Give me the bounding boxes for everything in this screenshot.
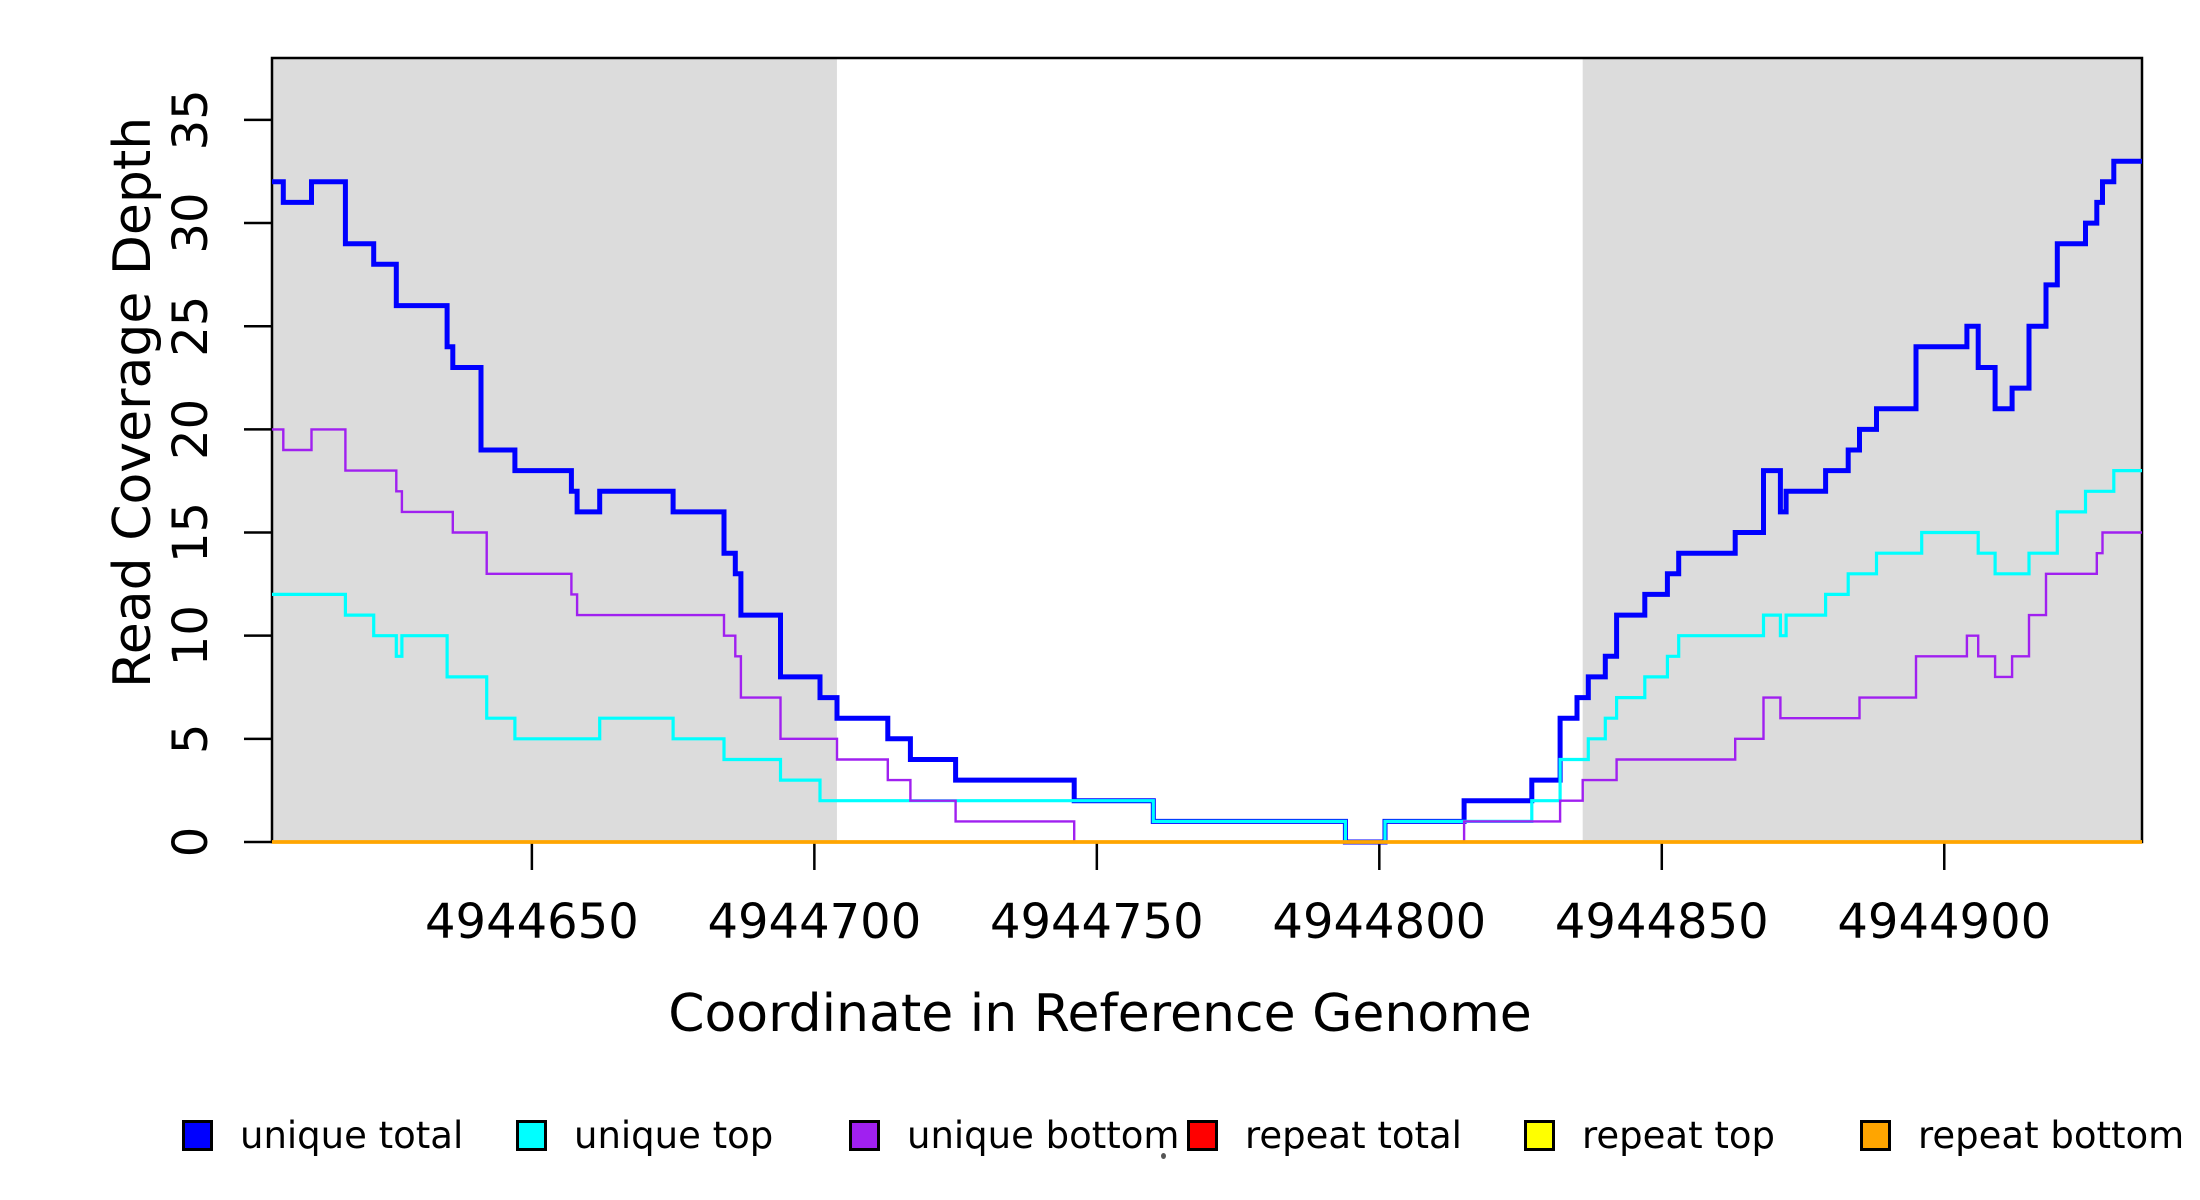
legend-item-unique-total: unique total: [182, 1108, 463, 1162]
y-tick-label: 10: [163, 605, 219, 666]
repeat-top-swatch-icon: [1524, 1119, 1555, 1151]
unique-bottom-swatch-icon: [849, 1119, 880, 1151]
shaded-region-0: [272, 58, 837, 842]
unique-total-swatch-icon: [182, 1119, 213, 1151]
repeat-bottom-swatch-icon: [1860, 1119, 1891, 1151]
x-tick-label: 4944650: [425, 894, 639, 950]
x-tick-label: 4944850: [1555, 894, 1769, 950]
x-tick-label: 4944900: [1837, 894, 2051, 950]
legend-item-unique-top: unique top: [516, 1108, 773, 1162]
x-tick-label: 4944750: [990, 894, 1204, 950]
y-tick-label: 30: [163, 193, 219, 254]
y-tick-label: 5: [163, 724, 219, 755]
series-unique-bottom: [272, 428, 2142, 844]
x-axis-title: Coordinate in Reference Genome: [668, 984, 1532, 1044]
legend-label-repeat-top: repeat top: [1582, 1113, 1775, 1157]
y-axis-title: Read Coverage Depth: [103, 116, 163, 688]
legend-item-repeat-bottom: repeat bottom: [1860, 1108, 2184, 1162]
repeat-total-swatch-icon: [1187, 1119, 1218, 1151]
y-tick-label: 20: [163, 399, 219, 460]
stray-dot: [1161, 1153, 1166, 1159]
x-tick-label: 4944700: [707, 894, 921, 950]
chart-legend: unique total unique top unique bottom repea…: [0, 1108, 2200, 1168]
series-unique-top: [272, 469, 2142, 844]
legend-label-repeat-bottom: repeat bottom: [1918, 1113, 2185, 1157]
legend-label-unique-bottom: unique bottom: [907, 1113, 1180, 1157]
y-tick-label: 0: [163, 827, 219, 858]
legend-item-repeat-total: repeat total: [1187, 1108, 1462, 1162]
legend-label-unique-total: unique total: [240, 1113, 464, 1157]
y-tick-label: 35: [163, 89, 219, 150]
shaded-region-1: [1582, 58, 2142, 842]
legend-label-repeat-total: repeat total: [1245, 1113, 1462, 1157]
legend-item-repeat-top: repeat top: [1524, 1108, 1775, 1162]
y-tick-label: 25: [163, 296, 219, 357]
legend-label-unique-top: unique top: [574, 1113, 774, 1157]
series-unique-total: [272, 158, 2142, 845]
x-tick-label: 4944800: [1272, 894, 1486, 950]
unique-top-swatch-icon: [516, 1119, 547, 1151]
y-tick-label: 15: [163, 502, 219, 563]
legend-item-unique-bottom: unique bottom: [849, 1108, 1179, 1162]
